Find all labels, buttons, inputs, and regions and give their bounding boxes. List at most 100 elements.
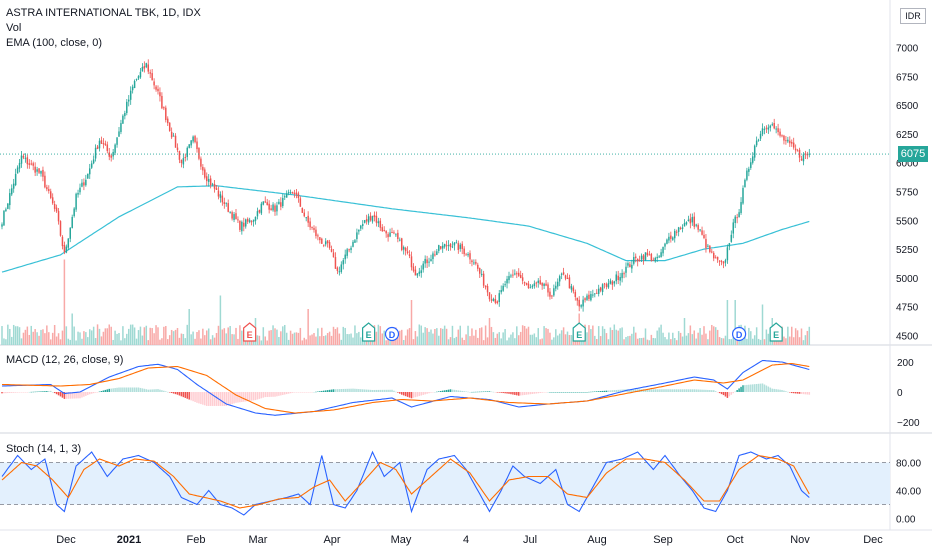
volume-bar bbox=[352, 337, 354, 345]
macd-histogram-bar bbox=[453, 389, 456, 392]
macd-histogram-bar bbox=[603, 390, 606, 392]
volume-bar bbox=[500, 338, 502, 345]
macd-histogram-bar bbox=[268, 392, 270, 397]
candle-body bbox=[83, 182, 85, 186]
macd-histogram-bar bbox=[402, 392, 405, 396]
volume-bar bbox=[71, 313, 73, 345]
candle-body bbox=[63, 245, 66, 253]
volume-bar bbox=[709, 330, 711, 345]
volume-bar bbox=[557, 335, 559, 345]
symbol-title[interactable]: ASTRA INTERNATIONAL TBK, 1D, IDX bbox=[6, 7, 201, 19]
earnings-marker bbox=[572, 322, 586, 342]
candle-body bbox=[128, 99, 130, 102]
macd-histogram-bar bbox=[775, 389, 777, 392]
macd-histogram-bar bbox=[59, 392, 62, 397]
time-axis-tick: Dec bbox=[56, 534, 76, 546]
volume-bar bbox=[502, 332, 504, 345]
candle-body bbox=[609, 280, 612, 284]
macd-histogram-bar bbox=[590, 391, 592, 393]
volume-bar bbox=[282, 326, 284, 345]
candle-body bbox=[631, 264, 633, 269]
volume-bar bbox=[666, 339, 668, 345]
macd-histogram-bar bbox=[89, 392, 91, 395]
volume-bar bbox=[510, 334, 512, 345]
volume-bar bbox=[625, 336, 627, 345]
ema-legend[interactable]: EMA (100, close, 0) bbox=[6, 37, 102, 49]
macd-histogram-bar bbox=[516, 392, 518, 396]
candle-body bbox=[744, 179, 746, 188]
volume-bar bbox=[200, 338, 202, 345]
macd-histogram-bar bbox=[44, 391, 46, 392]
macd-histogram-bar bbox=[57, 392, 60, 396]
volume-bar bbox=[360, 337, 362, 345]
macd-histogram-bar bbox=[362, 389, 364, 392]
volume-bar bbox=[137, 330, 140, 345]
candle-body bbox=[75, 193, 77, 210]
macd-legend[interactable]: MACD (12, 26, close, 9) bbox=[6, 354, 124, 366]
macd-histogram-bar bbox=[646, 389, 649, 392]
candle-body bbox=[642, 255, 645, 260]
macd-histogram-bar bbox=[46, 391, 48, 392]
macd-histogram-bar bbox=[652, 389, 655, 392]
macd-histogram-bar bbox=[254, 392, 257, 401]
volume-bar bbox=[475, 329, 477, 345]
volume-bar bbox=[436, 328, 438, 345]
macd-histogram-bar bbox=[40, 391, 42, 392]
volume-legend[interactable]: Vol bbox=[6, 22, 22, 34]
candle-body bbox=[317, 235, 319, 237]
candle-body bbox=[410, 256, 413, 268]
volume-bar bbox=[211, 335, 214, 345]
volume-bar bbox=[418, 324, 421, 345]
macd-histogram-bar bbox=[752, 384, 754, 392]
candle-body bbox=[346, 249, 348, 256]
candle-body bbox=[650, 253, 653, 261]
candle-body bbox=[584, 298, 586, 301]
macd-histogram-bar bbox=[170, 392, 173, 394]
macd-histogram-bar bbox=[633, 389, 635, 392]
stoch-legend[interactable]: Stoch (14, 1, 3) bbox=[6, 443, 82, 455]
macd-histogram-bar bbox=[371, 389, 374, 392]
volume-bar bbox=[321, 327, 323, 345]
macd-histogram-bar bbox=[800, 392, 803, 394]
macd-histogram-bar bbox=[436, 391, 438, 393]
volume-bar bbox=[518, 335, 520, 345]
volume-bar bbox=[116, 333, 118, 345]
candle-body bbox=[285, 193, 288, 198]
candle-body bbox=[209, 178, 212, 186]
candle-body bbox=[122, 115, 124, 124]
candle-body bbox=[594, 293, 596, 295]
macd-histogram-bar bbox=[83, 392, 85, 397]
candle-body bbox=[186, 147, 188, 157]
macd-histogram-bar bbox=[1, 392, 3, 394]
volume-bar bbox=[699, 328, 701, 345]
currency-badge[interactable]: IDR bbox=[900, 8, 926, 24]
volume-bar bbox=[268, 330, 270, 345]
candle-body bbox=[469, 253, 471, 260]
candle-body bbox=[387, 234, 389, 238]
candle-body bbox=[428, 261, 430, 263]
volume-bar bbox=[414, 331, 417, 345]
candle-body bbox=[656, 256, 658, 259]
candle-body bbox=[243, 222, 245, 227]
macd-histogram-bar bbox=[750, 384, 752, 392]
volume-bar bbox=[535, 337, 538, 345]
macd-histogram-bar bbox=[412, 392, 415, 398]
candle-body bbox=[77, 192, 79, 195]
volume-bar bbox=[311, 334, 313, 345]
candle-body bbox=[256, 211, 259, 217]
volume-bar bbox=[350, 333, 352, 345]
candle-body bbox=[555, 285, 557, 289]
candle-body bbox=[297, 193, 300, 199]
macd-histogram-bar bbox=[24, 392, 27, 393]
macd-histogram-bar bbox=[317, 391, 319, 392]
volume-bar bbox=[514, 338, 516, 345]
volume-bar bbox=[235, 327, 237, 345]
volume-bar bbox=[523, 326, 526, 345]
candle-body bbox=[759, 133, 762, 139]
candle-body bbox=[518, 272, 520, 276]
candle-body bbox=[672, 237, 674, 240]
price-axis-tick: 5000 bbox=[896, 274, 919, 285]
candle-body bbox=[252, 219, 255, 222]
